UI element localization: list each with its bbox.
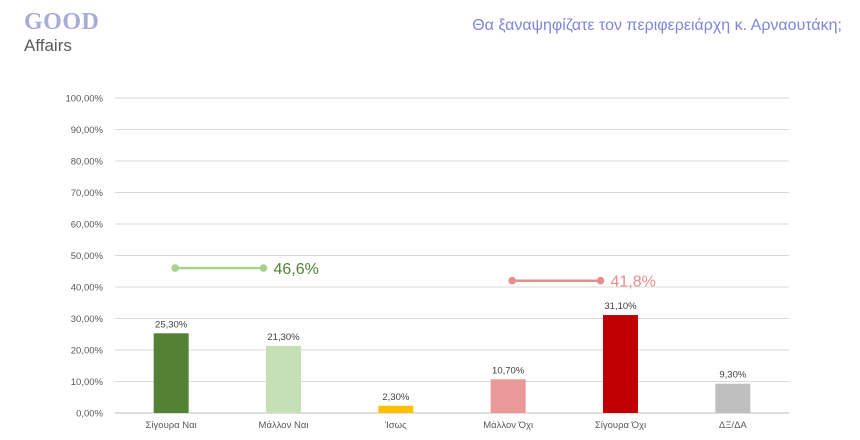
x-tick-label: Μάλλον Όχι [483, 420, 533, 431]
annotation-dot [171, 264, 179, 272]
y-tick-label: 70,00% [71, 188, 104, 199]
x-tick-label: Ίσως [384, 420, 407, 431]
chart-title: Θα ξαναψηφίζατε τον περιφερειάρχη κ. Αρν… [472, 17, 842, 34]
x-tick-label: Σίγουρα Όχι [595, 420, 646, 431]
data-label: 25,30% [155, 319, 188, 330]
annotation-dot [508, 276, 516, 285]
y-tick-label: 10,00% [71, 377, 104, 388]
data-label: 9,30% [719, 370, 746, 381]
x-tick-label: Μάλλον Ναι [259, 420, 309, 431]
x-tick-label: ΔΞ/ΔΑ [719, 420, 748, 431]
annotation-dot [596, 276, 605, 285]
y-tick-label: 40,00% [71, 283, 104, 294]
logo-affairs-text: Affairs [24, 36, 72, 55]
y-tick-label: 60,00% [71, 220, 104, 231]
y-tick-label: 50,00% [71, 251, 104, 262]
annotation-label: 41,8% [611, 274, 656, 291]
bar [153, 333, 189, 413]
data-label: 21,30% [267, 332, 300, 343]
y-tick-label: 30,00% [71, 314, 104, 325]
x-tick-label: Σίγουρα Ναι [146, 420, 197, 431]
y-tick-label: 100,00% [65, 94, 103, 105]
logo-good-text: GOOD [24, 9, 100, 35]
y-tick-label: 80,00% [71, 157, 104, 168]
bar [378, 405, 414, 413]
bar [603, 315, 638, 413]
annotation-label: 46,6% [274, 261, 319, 278]
logo: GOOD Affairs [24, 10, 99, 55]
bar [266, 345, 301, 413]
bar [715, 383, 751, 413]
y-tick-label: 90,00% [71, 125, 104, 136]
bar [490, 379, 526, 413]
data-label: 10,70% [492, 365, 525, 376]
y-tick-label: 0,00% [76, 409, 103, 420]
data-label: 2,30% [382, 392, 409, 403]
y-tick-label: 20,00% [71, 346, 104, 357]
annotation-dot [259, 264, 268, 272]
data-label: 31,10% [604, 301, 637, 312]
